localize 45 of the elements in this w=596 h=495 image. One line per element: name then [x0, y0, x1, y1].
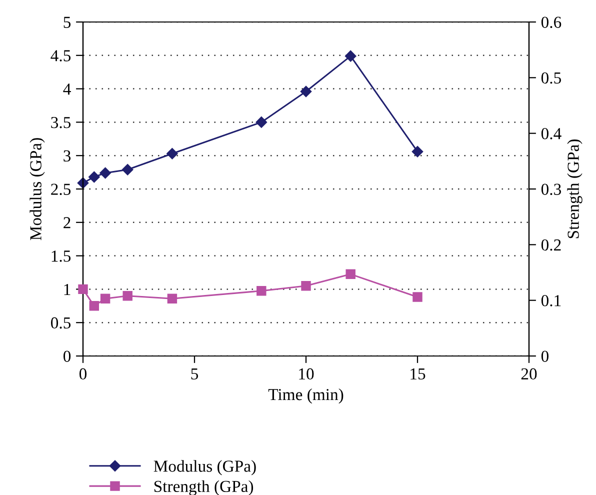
legend-label: Modulus (GPa): [154, 460, 256, 476]
point: [100, 167, 111, 179]
y2-tick-label: 0.5: [541, 72, 561, 84]
x-tick-label: 10: [299, 368, 314, 380]
point: [256, 286, 266, 296]
y2-tick-label: 0.3: [541, 184, 561, 196]
y-tick-label: 3.5: [51, 116, 71, 128]
point: [89, 301, 100, 311]
y2-tick-label: 0: [541, 350, 549, 362]
x-tick-label: 5: [191, 368, 198, 380]
y-tick-label: 4: [63, 84, 71, 95]
x-tick-label: 20: [521, 368, 537, 380]
y-tick-label: 4.5: [50, 50, 71, 62]
point: [301, 281, 311, 291]
y-tick-label: 3: [64, 150, 71, 162]
y2-axis-title: Strength (GPa): [567, 140, 582, 238]
y-tick-label: 5: [64, 16, 71, 28]
y-axis-title: Modulus (GPa): [30, 138, 45, 240]
point: [300, 86, 312, 98]
x-axis-title: Time (min): [268, 388, 344, 404]
x-tick-label: 15: [410, 368, 426, 380]
y-tick-label: 2.5: [51, 184, 71, 196]
y2-tick-label: 0.6: [541, 16, 562, 28]
y-tick-label: 1: [64, 284, 70, 295]
y-tick-label: 1.5: [52, 250, 71, 262]
legend-label: Strength (GPa): [154, 480, 254, 495]
y2-tick-label: 0.2: [541, 239, 561, 251]
point: [344, 50, 356, 62]
x-tick-label: 0: [79, 368, 87, 380]
point: [412, 292, 422, 302]
point: [256, 116, 268, 128]
point: [122, 164, 134, 176]
y-tick-label: 0: [63, 350, 71, 362]
point: [88, 171, 100, 183]
point: [100, 294, 110, 304]
y2-tick-label: 0.4: [541, 128, 562, 140]
y2-tick-label: 0.1: [541, 295, 561, 306]
point: [166, 148, 178, 160]
point: [167, 294, 178, 304]
point: [346, 269, 356, 280]
point: [412, 146, 424, 158]
point: [78, 284, 88, 294]
point: [122, 291, 132, 301]
y-tick-label: 0.5: [50, 317, 71, 329]
y-tick-label: 2: [64, 217, 70, 228]
